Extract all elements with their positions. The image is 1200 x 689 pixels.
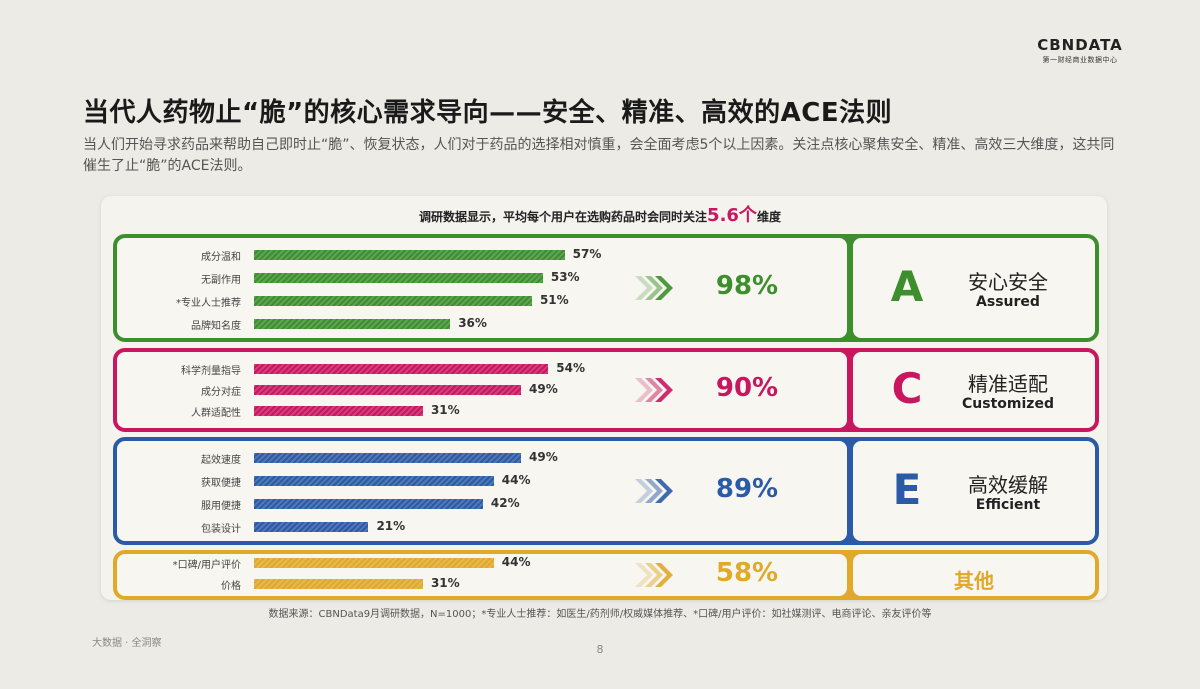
dimension-name-zh: 安心安全 bbox=[968, 270, 1048, 294]
bar-panel: 起效速度 49% 获取便捷 44% 服用便捷 42% 包装设计 21% 89% bbox=[117, 441, 847, 541]
ace-group-c: 科学剂量指导 54% 成分对症 49% 人群适配性 31% 90% C 精准适配 Customiz… bbox=[113, 348, 1099, 432]
bar-value-label: 44% bbox=[501, 473, 531, 487]
chevron-segment-3 bbox=[655, 276, 673, 300]
chevron-arrow-icon bbox=[635, 275, 675, 301]
bar-panel: *口碑/用户评价 44% 价格 31% 58% bbox=[117, 554, 847, 596]
bar-value-label: 42% bbox=[490, 496, 520, 510]
bar-label: 人群适配性 bbox=[191, 408, 241, 419]
chevron-segment-2 bbox=[645, 563, 663, 587]
bar-value-label: 31% bbox=[430, 403, 460, 417]
bar-value-label: 53% bbox=[550, 270, 580, 284]
group-total-percent: 98% bbox=[715, 271, 779, 301]
dimension-label-box: E 高效缓解 Efficient bbox=[853, 441, 1095, 541]
chevron-segment-1 bbox=[635, 276, 653, 300]
bar bbox=[254, 522, 369, 532]
bar-label: 品牌知名度 bbox=[191, 321, 241, 332]
chevron-segment-2 bbox=[645, 378, 663, 402]
chevron-segment-3 bbox=[655, 479, 673, 503]
page-subtitle: 当人们开始寻求药品来帮助自己即时止“脆”、恢复状态，人们对于药品的选择相对慎重，… bbox=[83, 137, 1115, 174]
chevron-segment-3 bbox=[655, 378, 673, 402]
bar bbox=[254, 364, 549, 374]
bar-value-label: 54% bbox=[556, 361, 586, 375]
dimension-label-box: 其他 bbox=[853, 554, 1095, 596]
bar bbox=[254, 250, 565, 260]
group-total-percent: 58% bbox=[715, 558, 779, 588]
bar bbox=[254, 476, 494, 486]
bar bbox=[254, 319, 451, 329]
group-total-percent: 90% bbox=[715, 373, 779, 403]
chevron-segment-1 bbox=[635, 563, 653, 587]
bar-label: 科学剂量指导 bbox=[181, 366, 241, 377]
bar-label: *专业人士推荐 bbox=[176, 298, 241, 309]
chevron-arrow-icon bbox=[635, 377, 675, 403]
dimension-letter: E bbox=[892, 465, 922, 514]
ace-group-e: 起效速度 49% 获取便捷 44% 服用便捷 42% 包装设计 21% 89% E 高效缓解 Effi… bbox=[113, 437, 1099, 545]
bar-panel: 成分温和 57% 无副作用 53% *专业人士推荐 51% 品牌知名度 36% 98% bbox=[117, 238, 847, 338]
group-total-percent: 89% bbox=[715, 474, 779, 504]
bar bbox=[254, 273, 543, 283]
bar-label: 服用便捷 bbox=[201, 501, 241, 512]
bar bbox=[254, 453, 522, 463]
logo-text: CBNDATA bbox=[1037, 36, 1123, 54]
bar-value-label: 51% bbox=[539, 293, 569, 307]
bar bbox=[254, 385, 522, 395]
dimension-name-en: Efficient bbox=[975, 497, 1041, 513]
bar bbox=[254, 558, 494, 568]
bar-panel: 科学剂量指导 54% 成分对症 49% 人群适配性 31% 90% bbox=[117, 352, 847, 428]
bar-value-label: 36% bbox=[458, 316, 487, 330]
bar-label: *口碑/用户评价 bbox=[172, 560, 241, 571]
bar-label: 起效速度 bbox=[201, 455, 241, 466]
ace-group-other: *口碑/用户评价 44% 价格 31% 58% 其他 bbox=[113, 550, 1099, 600]
logo-subtitle: 第一财经商业数据中心 bbox=[1042, 56, 1118, 64]
bar-value-label: 31% bbox=[430, 576, 460, 590]
chevron-segment-1 bbox=[635, 479, 653, 503]
bar-label: 价格 bbox=[221, 581, 241, 592]
ace-group-a: 成分温和 57% 无副作用 53% *专业人士推荐 51% 品牌知名度 36% 98% A 安心安全… bbox=[113, 234, 1099, 342]
dimension-label-box: A 安心安全 Assured bbox=[853, 238, 1095, 338]
bar bbox=[254, 406, 423, 416]
bar-label: 获取便捷 bbox=[201, 478, 241, 489]
dimension-name-zh: 高效缓解 bbox=[968, 473, 1048, 497]
dimension-name-en: Assured bbox=[976, 294, 1040, 310]
bar-value-label: 49% bbox=[529, 382, 558, 396]
dimension-letter: C bbox=[891, 364, 923, 413]
dimension-letter: A bbox=[890, 262, 924, 311]
dimension-label-box: C 精准适配 Customized bbox=[853, 352, 1095, 428]
footnote: 数据来源：CBNData9月调研数据，N=1000；*专业人士推荐：如医生/药剂… bbox=[268, 609, 932, 620]
bar-label: 成分温和 bbox=[201, 252, 241, 263]
bar-value-label: 44% bbox=[501, 555, 531, 569]
brand-logo: CBNDATA 第一财经商业数据中心 bbox=[1032, 36, 1128, 65]
bar-label: 包装设计 bbox=[201, 524, 241, 535]
bar-value-label: 21% bbox=[376, 519, 406, 533]
bar bbox=[254, 499, 483, 509]
page-title: 当代人药物止“脆”的核心需求导向——安全、精准、高效的ACE法则 bbox=[83, 98, 893, 128]
chevron-arrow-icon bbox=[635, 478, 675, 504]
chevron-segment-2 bbox=[645, 479, 663, 503]
bar bbox=[254, 579, 423, 589]
chevron-segment-1 bbox=[635, 378, 653, 402]
bar-value-label: 49% bbox=[529, 450, 558, 464]
chevron-segment-3 bbox=[655, 563, 673, 587]
bar-value-label: 57% bbox=[572, 247, 602, 261]
bar-label: 成分对症 bbox=[201, 387, 241, 398]
summary-line: 调研数据显示，平均每个用户在选购药品时会同时关注5.6个维度 bbox=[0, 206, 1200, 226]
bar-label: 无副作用 bbox=[201, 275, 241, 286]
summary-prefix: 调研数据显示，平均每个用户在选购药品时会同时关注 bbox=[419, 210, 708, 224]
summary-number: 5.6个 bbox=[707, 205, 757, 226]
summary-suffix: 维度 bbox=[756, 210, 781, 224]
dimension-name-en: Customized bbox=[962, 396, 1054, 412]
chevron-arrow-icon bbox=[635, 562, 675, 588]
dimension-name-zh: 精准适配 bbox=[968, 372, 1048, 396]
dimension-name-zh: 其他 bbox=[954, 569, 994, 593]
bar bbox=[254, 296, 532, 306]
page-number: 8 bbox=[596, 643, 604, 656]
footer-tagline: 大数据 · 全洞察 bbox=[92, 638, 162, 649]
chevron-segment-2 bbox=[645, 276, 663, 300]
